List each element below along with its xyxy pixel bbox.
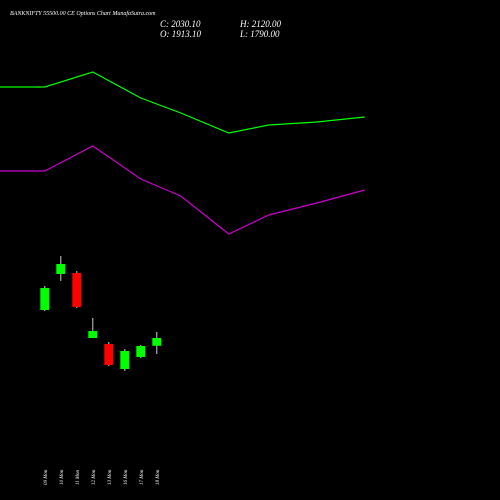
x-tick-label: 13 Mon: [108, 469, 113, 485]
line: [0, 71, 365, 134]
x-tick-label: 10 Mon: [60, 469, 65, 485]
candle-body: [40, 288, 50, 310]
x-tick-label: 12 Mon: [92, 469, 97, 485]
close-label: C: 2030.10: [160, 19, 201, 29]
chart-title: BANKNIFTY 55500.00 CE Options Chart Muna…: [10, 10, 156, 17]
high-label: H: 2120.00: [239, 19, 281, 29]
candle-body: [104, 344, 114, 365]
x-tick-label: 09 Mon: [44, 469, 49, 485]
x-tick-label: 17 Mon: [140, 469, 145, 485]
candle-body: [88, 331, 98, 338]
low-label: L: 1790.00: [239, 29, 280, 39]
open-label: O: 1913.10: [160, 29, 201, 39]
x-tick-label: 16 Mon: [124, 469, 129, 485]
candle-body: [120, 351, 130, 369]
candle-body: [152, 337, 162, 346]
line: [0, 145, 365, 235]
x-tick-label: 18 Mon: [156, 469, 161, 485]
candle-body: [72, 273, 82, 307]
x-tick-label: 11 Mon: [76, 469, 81, 485]
candle-body: [136, 346, 146, 357]
candle-body: [56, 264, 66, 274]
